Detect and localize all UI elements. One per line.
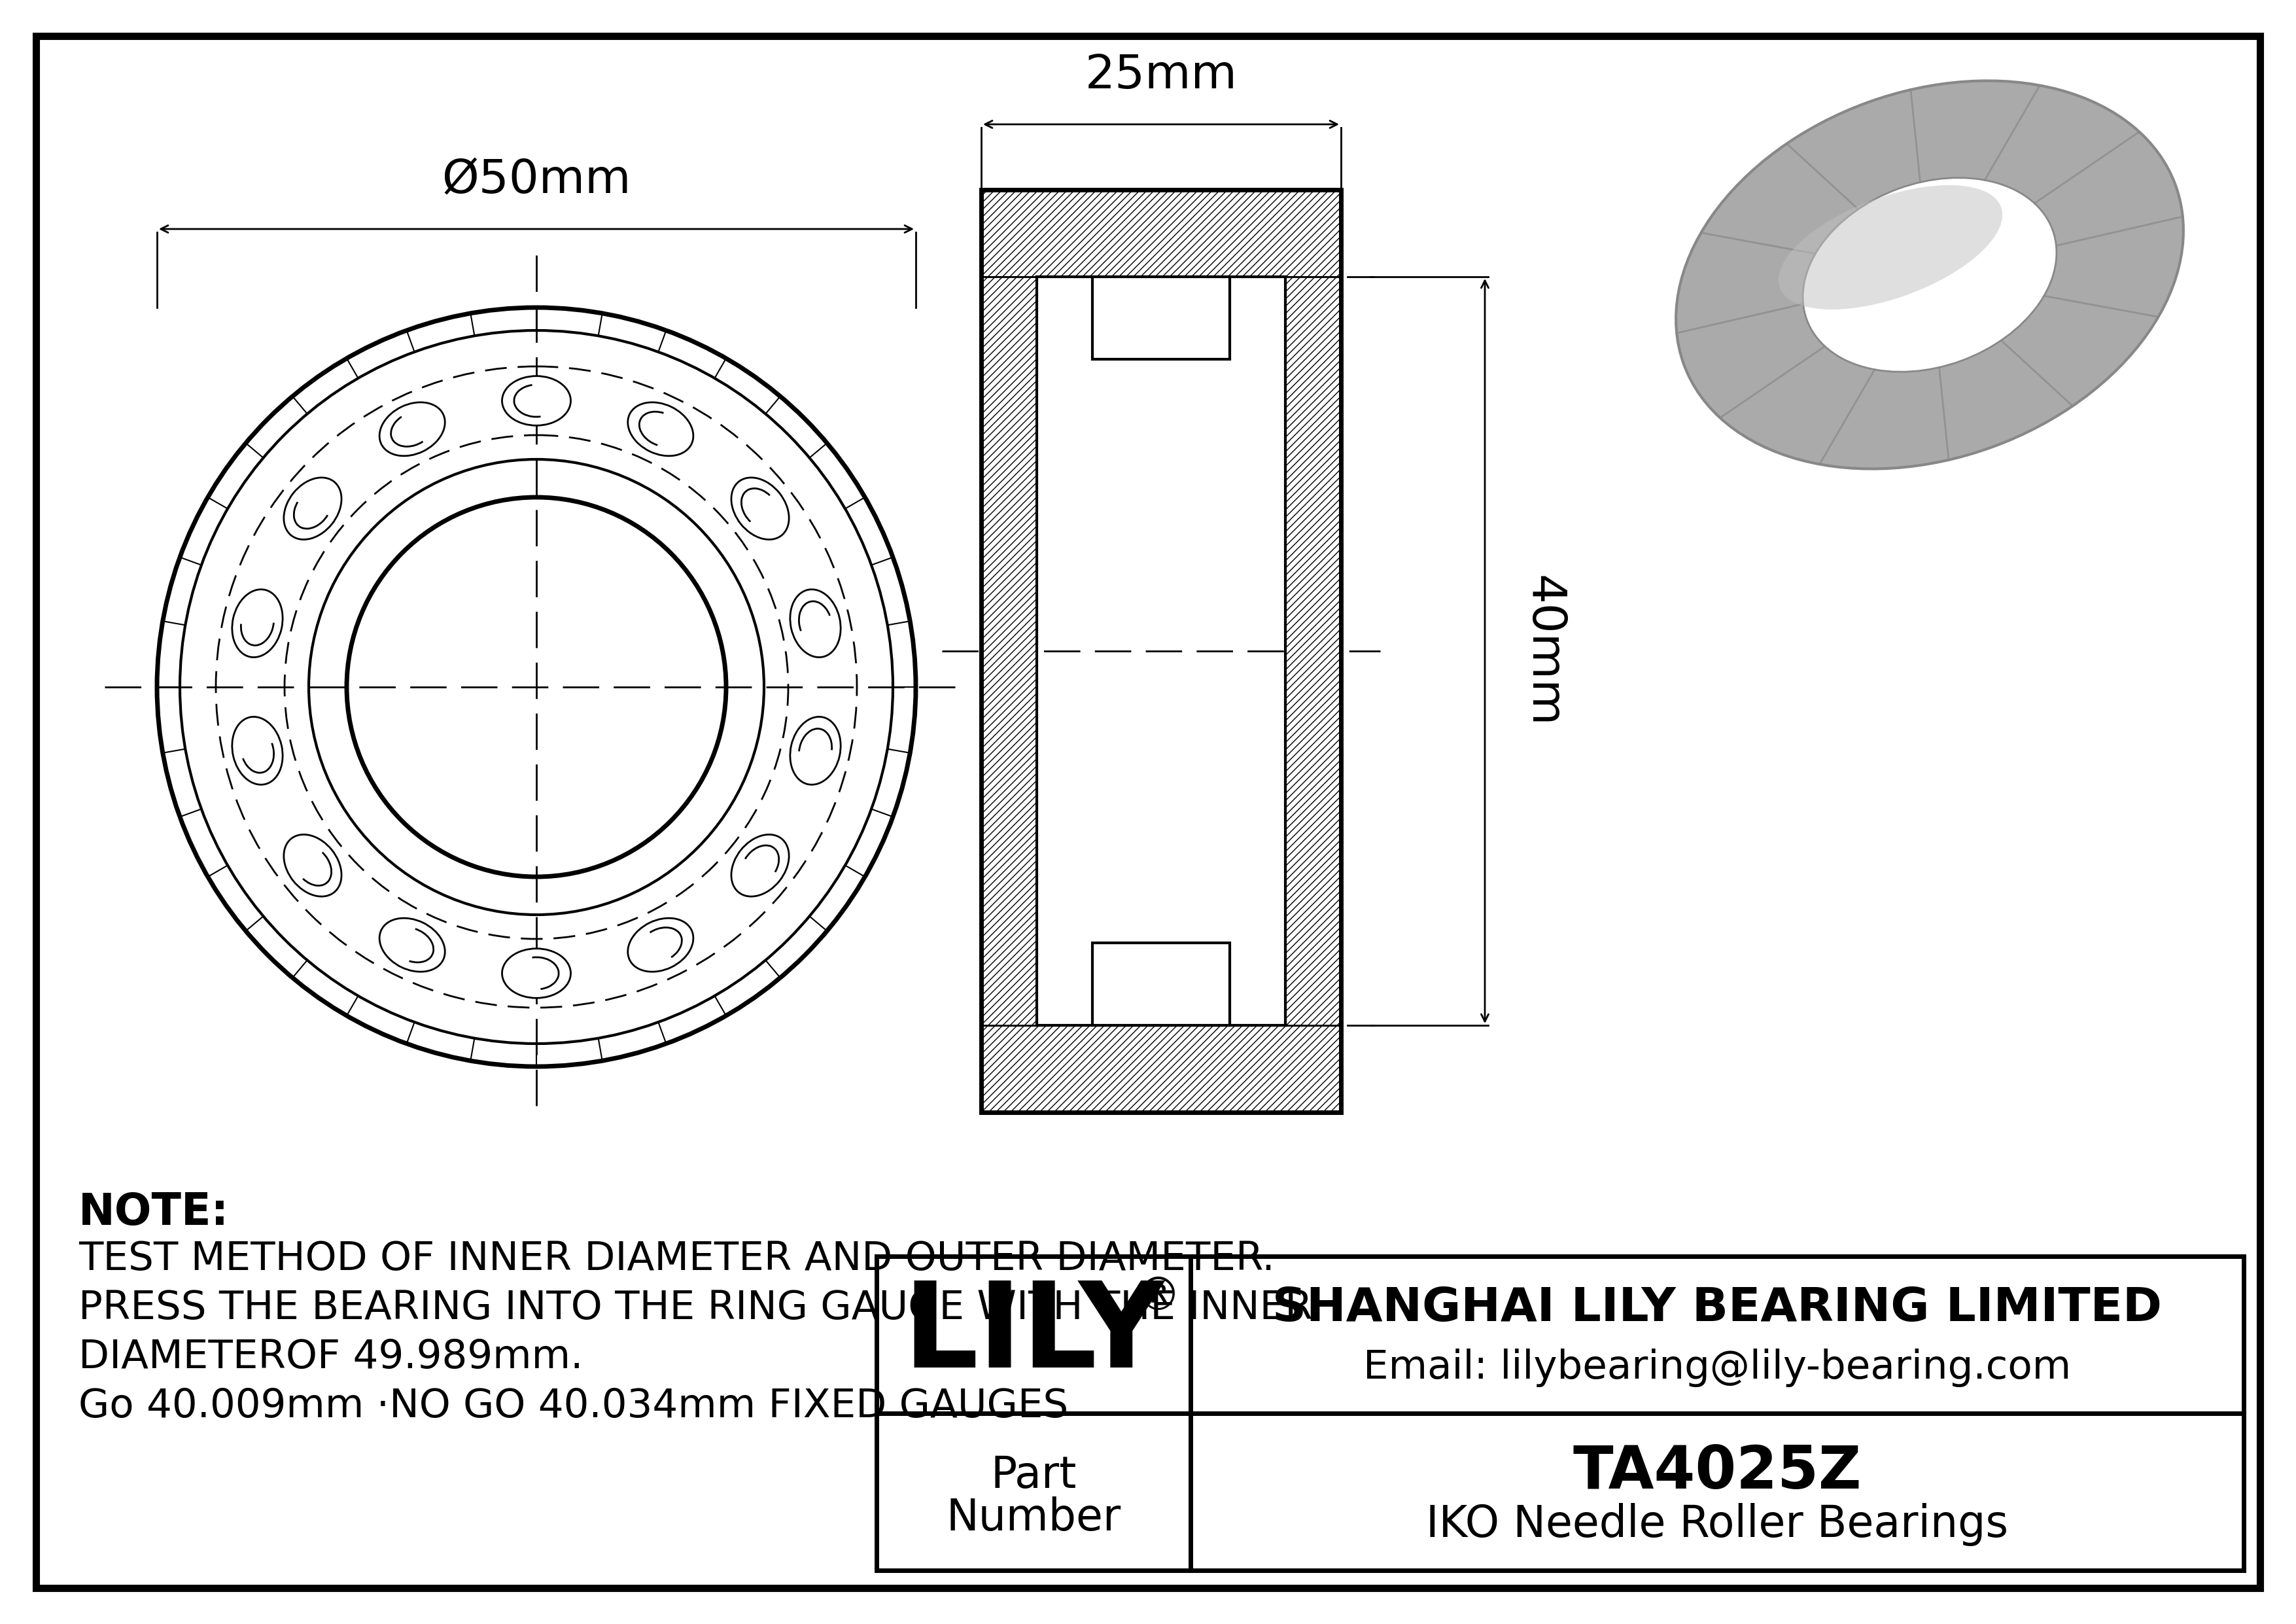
- Ellipse shape: [1779, 185, 2002, 310]
- Polygon shape: [1093, 944, 1231, 1025]
- Bar: [980, 276, 1038, 1025]
- Text: Ø50mm: Ø50mm: [441, 158, 631, 203]
- Text: Number: Number: [946, 1496, 1120, 1540]
- Bar: [877, 1257, 2243, 1570]
- Bar: [980, 190, 1341, 276]
- Ellipse shape: [285, 835, 342, 896]
- Text: TEST METHOD OF INNER DIAMETER AND OUTER DIAMETER.: TEST METHOD OF INNER DIAMETER AND OUTER …: [78, 1239, 1274, 1278]
- Text: Part: Part: [990, 1453, 1077, 1497]
- Text: Email: lilybearing@lily-bearing.com: Email: lilybearing@lily-bearing.com: [1364, 1348, 2071, 1387]
- Text: SHANGHAI LILY BEARING LIMITED: SHANGHAI LILY BEARING LIMITED: [1272, 1286, 2163, 1332]
- Text: IKO Needle Roller Bearings: IKO Needle Roller Bearings: [1426, 1502, 2009, 1546]
- Ellipse shape: [732, 835, 790, 896]
- Bar: [1286, 276, 1341, 1025]
- Text: LILY: LILY: [902, 1276, 1164, 1392]
- Text: PRESS THE BEARING INTO THE RING GAUGE WITH THE INNER: PRESS THE BEARING INTO THE RING GAUGE WI…: [78, 1289, 1313, 1327]
- Ellipse shape: [1676, 81, 2183, 469]
- Ellipse shape: [503, 377, 572, 425]
- Bar: [980, 1025, 1341, 1112]
- Ellipse shape: [503, 948, 572, 999]
- Ellipse shape: [285, 477, 342, 539]
- Text: Go 40.009mm ·NO GO 40.034mm FIXED GAUGES: Go 40.009mm ·NO GO 40.034mm FIXED GAUGES: [78, 1387, 1068, 1426]
- Text: NOTE:: NOTE:: [78, 1190, 230, 1234]
- Text: ®: ®: [1134, 1275, 1180, 1319]
- Ellipse shape: [627, 403, 693, 456]
- Text: 25mm: 25mm: [1086, 54, 1238, 97]
- Text: TA4025Z: TA4025Z: [1573, 1444, 1862, 1501]
- Ellipse shape: [232, 716, 282, 784]
- Text: 40mm: 40mm: [1520, 575, 1566, 728]
- Text: DIAMETEROF 49.989mm.: DIAMETEROF 49.989mm.: [78, 1338, 583, 1377]
- Ellipse shape: [790, 590, 840, 658]
- Ellipse shape: [379, 403, 445, 456]
- Ellipse shape: [790, 716, 840, 784]
- Ellipse shape: [379, 918, 445, 971]
- Ellipse shape: [732, 477, 790, 539]
- Ellipse shape: [627, 918, 693, 971]
- Ellipse shape: [232, 590, 282, 658]
- Ellipse shape: [1802, 177, 2057, 372]
- Polygon shape: [1093, 276, 1231, 359]
